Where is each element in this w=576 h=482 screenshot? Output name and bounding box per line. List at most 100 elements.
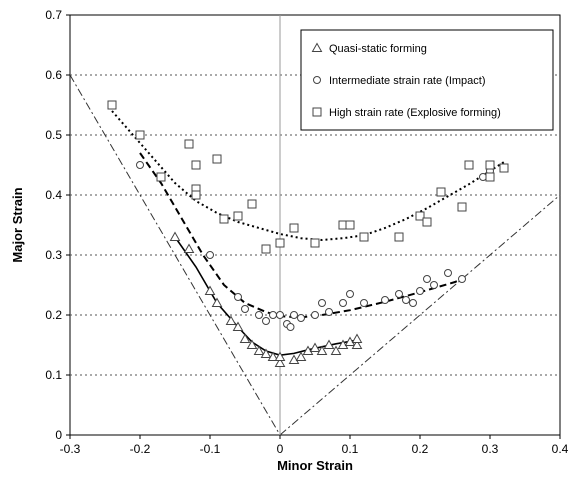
- data-point-circle: [346, 290, 354, 298]
- x-tick-label: 0.1: [342, 442, 359, 456]
- data-point-circle: [318, 299, 326, 307]
- legend: Quasi-static forming Intermediate strain …: [300, 29, 554, 131]
- data-point-triangle: [204, 285, 216, 295]
- data-point-circle: [430, 281, 438, 289]
- y-tick-label: 0: [55, 428, 62, 442]
- data-point-circle: [325, 308, 333, 316]
- data-point-triangle: [246, 339, 258, 349]
- legend-label: Intermediate strain rate (Impact): [329, 75, 486, 87]
- y-axis-label: Major Strain: [10, 187, 25, 262]
- x-tick-label: 0.3: [482, 442, 499, 456]
- data-point-triangle: [260, 348, 272, 358]
- data-point-circle: [423, 275, 431, 283]
- data-point-circle: [262, 317, 270, 325]
- data-point-circle: [286, 323, 295, 331]
- data-point-triangle: [232, 321, 244, 331]
- y-tick-label: 0.2: [45, 308, 62, 322]
- data-point-triangle: [323, 339, 335, 349]
- data-point-square: [247, 199, 257, 209]
- legend-marker-triangle: [311, 42, 323, 52]
- data-point-square: [499, 163, 509, 173]
- data-point-triangle: [183, 243, 195, 253]
- plot-frame: [69, 14, 561, 436]
- data-point-square: [485, 172, 495, 182]
- data-point-circle: [395, 290, 403, 298]
- data-point-circle: [311, 311, 319, 319]
- y-tick-label: 0.4: [45, 188, 62, 202]
- x-axis-label: Minor Strain: [277, 458, 353, 473]
- data-point-circle: [402, 296, 410, 304]
- data-point-triangle: [337, 339, 349, 349]
- x-tick-label: 0.2: [412, 442, 429, 456]
- data-point-triangle: [302, 345, 314, 355]
- y-tick-label: 0.3: [45, 248, 62, 262]
- data-point-triangle: [274, 357, 286, 367]
- legend-label: High strain rate (Explosive forming): [329, 107, 501, 119]
- legend-label: Quasi-static forming: [329, 43, 427, 55]
- data-point-square: [359, 232, 369, 242]
- data-point-circle: [479, 173, 487, 181]
- data-point-square: [107, 100, 117, 110]
- data-point-square: [233, 211, 243, 221]
- x-tick-label: 0.4: [552, 442, 569, 456]
- data-point-triangle: [351, 339, 363, 349]
- data-point-square: [219, 214, 229, 224]
- data-point-square: [310, 238, 320, 248]
- data-point-circle: [381, 296, 389, 304]
- data-point-triangle: [267, 351, 279, 361]
- y-tick-label: 0.1: [45, 368, 62, 382]
- data-point-square: [422, 217, 432, 227]
- data-point-circle: [444, 269, 452, 277]
- data-point-square: [191, 160, 201, 170]
- data-point-circle: [290, 311, 298, 319]
- data-point-triangle: [295, 351, 307, 361]
- x-tick-label: -0.3: [60, 442, 81, 456]
- data-point-triangle: [330, 345, 342, 355]
- data-point-triangle: [211, 297, 223, 307]
- x-tick-label: -0.1: [200, 442, 221, 456]
- data-point-square: [394, 232, 404, 242]
- data-point-triangle: [316, 345, 328, 355]
- trend-line-dashed: [139, 152, 463, 319]
- data-point-circle: [339, 299, 347, 307]
- reference-line: [69, 74, 281, 436]
- data-point-square: [457, 202, 467, 212]
- y-tick-label: 0.5: [45, 128, 62, 142]
- data-point-triangle: [169, 231, 181, 241]
- data-point-square: [184, 139, 194, 149]
- data-point-triangle: [351, 333, 363, 343]
- data-point-square: [275, 238, 285, 248]
- reference-line: [279, 194, 561, 436]
- legend-marker-square: [312, 107, 322, 117]
- data-point-circle: [416, 287, 424, 295]
- data-point-circle: [276, 311, 284, 319]
- x-tick-label: 0: [277, 442, 284, 456]
- y-tick-label: 0.7: [45, 8, 62, 22]
- data-point-circle: [360, 299, 368, 307]
- data-point-circle: [234, 293, 242, 301]
- data-point-square: [415, 211, 425, 221]
- data-point-square: [345, 220, 355, 230]
- data-point-triangle: [225, 315, 237, 325]
- data-point-circle: [255, 311, 263, 319]
- data-point-square: [261, 244, 271, 254]
- data-point-triangle: [344, 336, 356, 346]
- data-point-square: [436, 187, 446, 197]
- legend-box: [300, 29, 554, 131]
- data-point-square: [212, 154, 222, 164]
- data-point-square: [289, 223, 299, 233]
- data-point-triangle: [309, 342, 321, 352]
- y-tick-label: 0.6: [45, 68, 62, 82]
- data-point-circle: [297, 314, 305, 322]
- data-point-square: [135, 130, 145, 140]
- data-point-circle: [409, 299, 417, 307]
- data-point-triangle: [253, 345, 265, 355]
- data-point-circle: [206, 251, 214, 259]
- data-point-circle: [269, 311, 277, 319]
- data-point-circle: [241, 305, 249, 313]
- data-point-triangle: [239, 333, 251, 343]
- data-point-square: [485, 160, 495, 170]
- data-point-circle: [458, 275, 466, 283]
